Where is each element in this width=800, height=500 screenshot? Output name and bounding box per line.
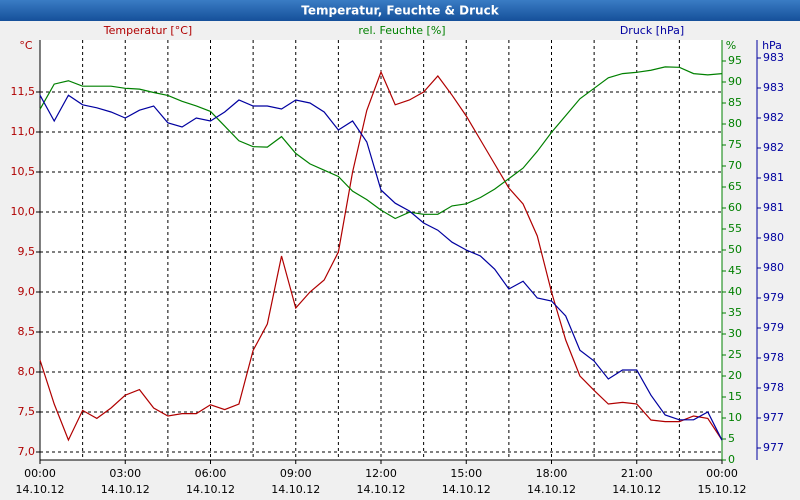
y2-tick-label: 30 [728,327,742,340]
x-tick-label: 09:00 [280,467,312,480]
y2-axis-label: rel. Feuchte [%] [358,24,445,37]
y2-tick-label: 65 [728,180,742,193]
y2-tick-label: 50 [728,243,742,256]
y-tick-label: 10,0 [11,205,36,218]
y2-tick-label: 55 [728,222,742,235]
y3-axis-label: Druck [hPa] [620,24,684,37]
title-bar [0,0,800,21]
y2-tick-label: 40 [728,285,742,298]
y2-tick-label: 10 [728,411,742,424]
x-tick-label: 15:00 [450,467,482,480]
y3-tick-label: 980 [763,231,784,244]
y2-tick-label: 95 [728,54,742,67]
x-tick-date: 14.10.12 [186,483,235,496]
y-tick-label: 9,0 [18,285,36,298]
x-tick-date: 14.10.12 [101,483,150,496]
y-tick-label: 8,0 [18,365,36,378]
x-tick-label: 00:00 [24,467,56,480]
y2-tick-label: 25 [728,348,742,361]
y3-tick-label: 979 [763,291,784,304]
y3-tick-label: 979 [763,321,784,334]
y2-tick-label: 75 [728,138,742,151]
x-tick-date: 14.10.12 [357,483,406,496]
x-tick-label: 00:00 [706,467,738,480]
y3-tick-label: 982 [763,111,784,124]
x-tick-label: 18:00 [536,467,568,480]
y3-tick-label: 983 [763,51,784,64]
y-tick-label: 9,5 [18,245,36,258]
y2-tick-label: 5 [728,432,735,445]
y-tick-label: 7,5 [18,405,36,418]
y3-tick-label: 977 [763,411,784,424]
x-tick-date: 14.10.12 [442,483,491,496]
y-tick-label: 11,0 [11,125,36,138]
chart-title: Temperatur, Feuchte & Druck [301,4,499,18]
x-tick-date: 14.10.12 [271,483,320,496]
y3-tick-label: 978 [763,381,784,394]
x-tick-label: 12:00 [365,467,397,480]
y2-tick-label: 35 [728,306,742,319]
x-tick-date: 14.10.12 [527,483,576,496]
y-axis-label: Temperatur [°C] [103,24,192,37]
y2-unit: % [726,39,736,52]
y2-tick-label: 20 [728,369,742,382]
y-tick-label: 10,5 [11,165,36,178]
y2-tick-label: 85 [728,96,742,109]
x-tick-label: 06:00 [195,467,227,480]
x-tick-label: 21:00 [621,467,653,480]
y3-tick-label: 978 [763,351,784,364]
y-tick-label: 7,0 [18,445,36,458]
y3-tick-label: 981 [763,201,784,214]
y-unit: °C [19,39,33,52]
y-tick-label: 8,5 [18,325,36,338]
y3-tick-label: 980 [763,261,784,274]
y2-tick-label: 15 [728,390,742,403]
y3-tick-label: 977 [763,441,784,454]
series-line [39,66,723,220]
y2-tick-label: 0 [728,453,735,466]
y3-tick-label: 983 [763,81,784,94]
x-tick-date: 14.10.12 [612,483,661,496]
x-tick-date: 15.10.12 [698,483,747,496]
series-line [39,70,723,442]
y-tick-label: 11,5 [11,85,36,98]
x-tick-date: 14.10.12 [16,483,65,496]
y2-tick-label: 90 [728,75,742,88]
y3-tick-label: 981 [763,171,784,184]
y3-unit: hPa [762,39,782,52]
y2-tick-label: 80 [728,117,742,130]
y2-tick-label: 45 [728,264,742,277]
y3-tick-label: 982 [763,141,784,154]
series-line [39,94,723,441]
x-tick-label: 03:00 [109,467,141,480]
y2-tick-label: 70 [728,159,742,172]
y2-tick-label: 60 [728,201,742,214]
